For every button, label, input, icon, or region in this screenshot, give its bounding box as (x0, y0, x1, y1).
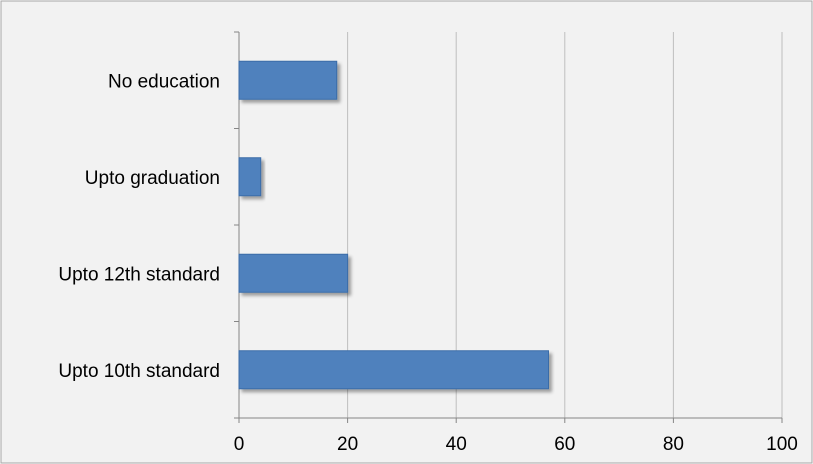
x-tick-label: 80 (663, 434, 684, 455)
x-tick-label: 0 (234, 434, 245, 455)
bar-upto-graduation (238, 157, 262, 197)
category-label: No education (108, 71, 220, 92)
x-tick-label: 20 (337, 434, 358, 455)
labels: 0 20 40 60 80 100 No education Upto graduation U… (58, 71, 797, 455)
category-label: Upto graduation (85, 168, 220, 189)
category-label: Upto 10th standard (58, 361, 220, 382)
bar-upto-12th-standard (238, 253, 349, 293)
bar-no-education (238, 60, 338, 100)
category-label: Upto 12th standard (58, 264, 220, 285)
bar-upto-10th-standard (238, 350, 550, 390)
x-tick-label: 60 (554, 434, 575, 455)
x-tick-label: 100 (766, 434, 798, 455)
x-tick-label: 40 (446, 434, 467, 455)
bars (238, 60, 550, 390)
